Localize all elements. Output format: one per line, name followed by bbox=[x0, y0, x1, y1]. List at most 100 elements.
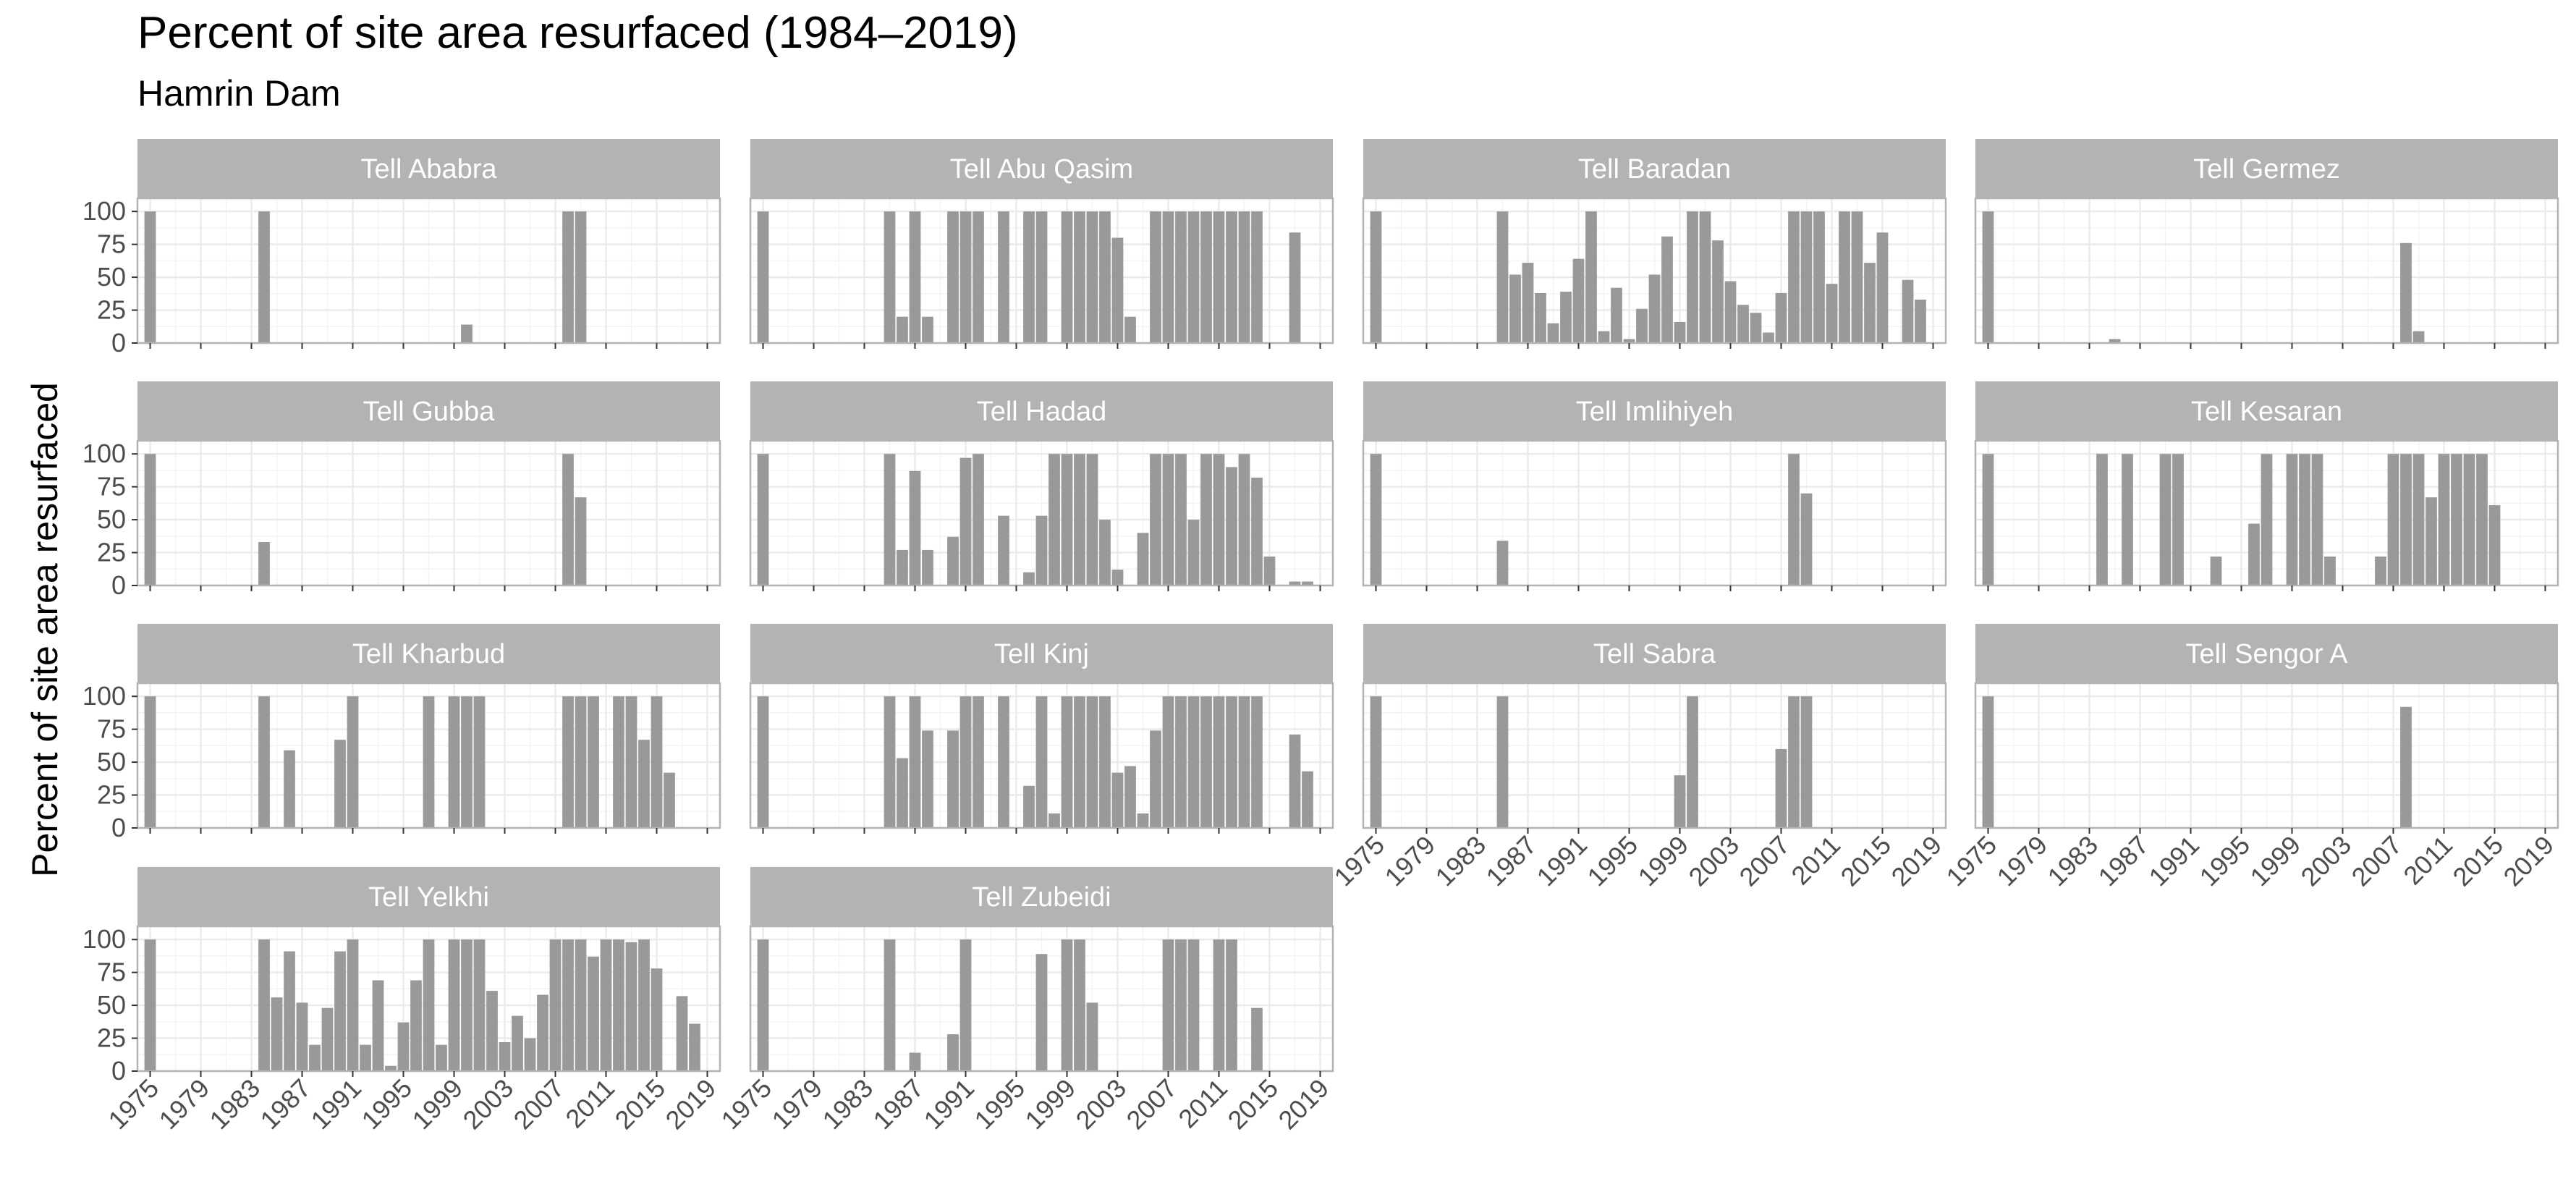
bar bbox=[1200, 211, 1212, 343]
bar bbox=[1800, 211, 1813, 343]
bar bbox=[1124, 766, 1136, 828]
bar bbox=[1048, 454, 1060, 585]
bar bbox=[1187, 520, 1200, 585]
bar bbox=[1124, 316, 1136, 343]
bar bbox=[309, 1044, 321, 1071]
x-tick-label: 1987 bbox=[2093, 830, 2155, 892]
chart-subtitle: Hamrin Dam bbox=[137, 73, 341, 114]
bar bbox=[461, 696, 473, 828]
bar bbox=[1162, 454, 1174, 585]
panel-border bbox=[136, 682, 721, 829]
facet-strip bbox=[1975, 624, 2558, 683]
bar bbox=[1200, 696, 1212, 828]
bar bbox=[1035, 954, 1048, 1071]
y-tick-label: 25 bbox=[97, 538, 126, 567]
y-tick-label: 25 bbox=[97, 295, 126, 325]
bar bbox=[1213, 696, 1225, 828]
x-tick-label: 1995 bbox=[2194, 830, 2256, 892]
facet-title: Tell Sengor A bbox=[2186, 639, 2349, 669]
bar bbox=[1661, 236, 1673, 343]
y-tick-label: 100 bbox=[82, 924, 126, 954]
bar bbox=[1864, 263, 1876, 343]
bar bbox=[1035, 696, 1048, 828]
bar bbox=[2324, 557, 2336, 585]
bar bbox=[638, 939, 650, 1071]
bar bbox=[884, 211, 896, 343]
bar bbox=[588, 956, 599, 1071]
bar bbox=[1509, 274, 1521, 343]
bar bbox=[144, 211, 156, 343]
x-tick-label: 1999 bbox=[407, 1073, 469, 1136]
bar bbox=[575, 211, 587, 343]
bar bbox=[1535, 292, 1546, 343]
bar bbox=[1788, 696, 1800, 828]
bar bbox=[625, 942, 637, 1071]
bar bbox=[296, 1002, 308, 1071]
x-tick-label: 1991 bbox=[305, 1073, 368, 1136]
x-tick-label: 1995 bbox=[969, 1073, 1031, 1136]
bar bbox=[1162, 211, 1174, 343]
bar bbox=[1251, 1007, 1263, 1071]
bar bbox=[1674, 321, 1686, 343]
y-tick-label: 75 bbox=[97, 957, 126, 987]
bar bbox=[334, 951, 346, 1071]
bar bbox=[1187, 211, 1200, 343]
x-tick-label: 2019 bbox=[2498, 830, 2560, 892]
y-tick-label: 100 bbox=[82, 196, 126, 226]
bar bbox=[1915, 300, 1926, 343]
bar bbox=[600, 939, 612, 1071]
bar bbox=[1750, 313, 1762, 343]
x-tick-label: 2003 bbox=[457, 1073, 520, 1136]
facet-title: Tell Kesaran bbox=[2191, 397, 2342, 427]
bar bbox=[1238, 454, 1250, 585]
bar bbox=[436, 1044, 447, 1071]
bar bbox=[397, 1022, 410, 1071]
bar bbox=[1263, 557, 1276, 585]
bar bbox=[1496, 696, 1509, 828]
bar bbox=[884, 454, 896, 585]
y-tick-label: 50 bbox=[97, 504, 126, 534]
bar bbox=[959, 696, 972, 828]
bar bbox=[922, 549, 933, 585]
bar bbox=[1111, 772, 1124, 828]
bar bbox=[2425, 497, 2437, 585]
x-tick-label: 2019 bbox=[1886, 830, 1948, 892]
bar bbox=[2387, 454, 2399, 585]
bar bbox=[973, 696, 984, 828]
x-tick-label: 1995 bbox=[1582, 830, 1644, 892]
x-tick-label: 2007 bbox=[2346, 830, 2408, 892]
bar bbox=[2122, 454, 2133, 585]
panel-border bbox=[749, 925, 1334, 1073]
bar bbox=[1496, 211, 1509, 343]
bar bbox=[575, 696, 587, 828]
panel-border bbox=[1974, 197, 2559, 344]
bar bbox=[1522, 263, 1534, 343]
bar bbox=[2159, 454, 2172, 585]
bar bbox=[1162, 696, 1174, 828]
bar bbox=[897, 316, 908, 343]
bar bbox=[448, 696, 460, 828]
bar bbox=[1226, 939, 1237, 1071]
bar bbox=[664, 772, 675, 828]
bar bbox=[1302, 771, 1313, 828]
x-tick-label: 1987 bbox=[868, 1073, 930, 1136]
bar bbox=[258, 696, 270, 828]
facet-strip bbox=[1975, 139, 2558, 198]
bar bbox=[1788, 454, 1800, 585]
bar bbox=[613, 939, 624, 1071]
bar bbox=[1061, 454, 1073, 585]
bar bbox=[1213, 939, 1225, 1071]
bar bbox=[549, 939, 562, 1071]
bar bbox=[1074, 211, 1085, 343]
bar bbox=[1226, 467, 1237, 585]
bar bbox=[1712, 240, 1724, 343]
panel-border bbox=[1362, 682, 1947, 829]
bar bbox=[1982, 454, 1994, 585]
bar bbox=[998, 211, 1009, 343]
bar bbox=[1099, 211, 1111, 343]
bar bbox=[461, 939, 473, 1071]
facet-strip bbox=[137, 624, 720, 683]
bar bbox=[909, 696, 921, 828]
bar bbox=[1826, 284, 1838, 343]
